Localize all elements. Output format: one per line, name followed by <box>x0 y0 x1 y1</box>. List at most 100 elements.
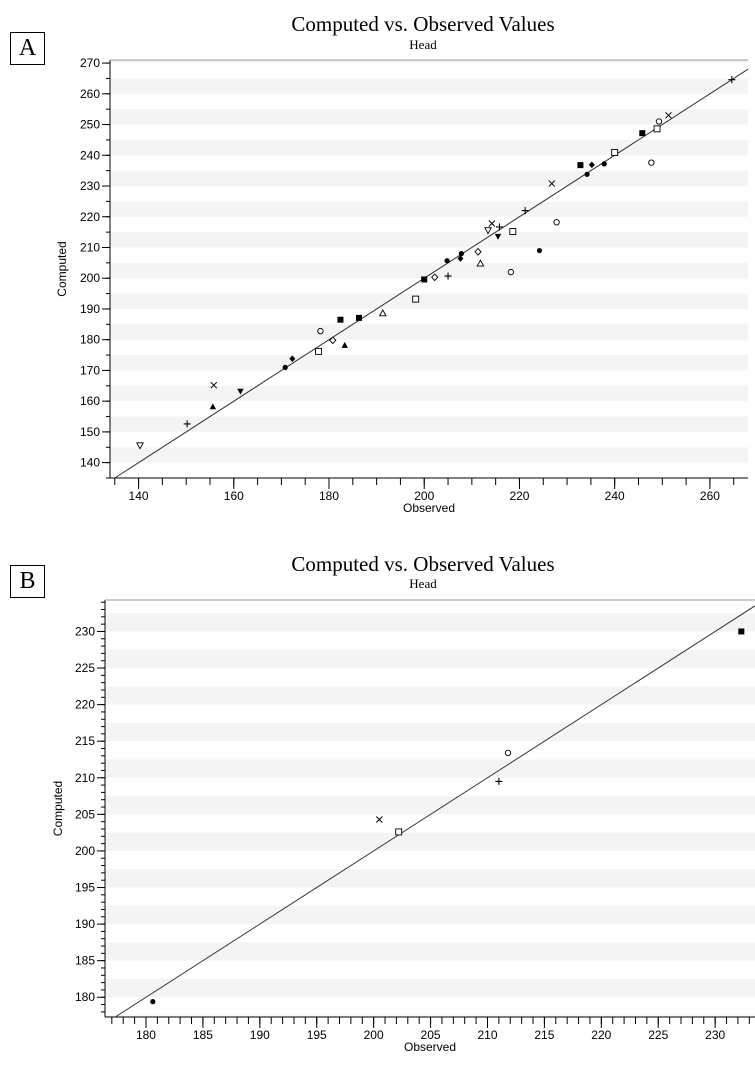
grid-band <box>105 942 755 961</box>
x-tick-label: 180 <box>319 489 339 503</box>
chart-title: Computed vs. Observed Values <box>291 552 555 576</box>
cross-marker <box>375 816 383 823</box>
x-tick-label: 140 <box>129 489 149 503</box>
triangle-up-filled-marker <box>341 341 348 348</box>
grid-band <box>110 201 748 217</box>
scatter-plot-b: 180 185 190 195 200 205 210 215 220 225 230 180 185 1… <box>51 599 755 1054</box>
diamond-filled-marker <box>289 355 296 363</box>
grid-band <box>110 109 748 125</box>
diamond-open-marker <box>474 247 482 256</box>
y-tick-label: 160 <box>80 394 100 408</box>
y-tick-label: 205 <box>75 807 95 821</box>
y-tick-label: 185 <box>75 954 95 968</box>
circle-filled-marker <box>282 364 288 370</box>
y-tick-label: 190 <box>80 302 100 316</box>
plus-marker <box>521 207 529 215</box>
circle-open-marker <box>507 268 515 276</box>
plus-marker <box>495 777 503 785</box>
grid-band <box>110 385 748 402</box>
x-tick-label: 200 <box>414 489 434 503</box>
chart-subtitle: Head <box>409 37 437 52</box>
grid-band <box>105 649 755 669</box>
grid-band <box>105 759 755 778</box>
cross-marker <box>488 220 496 227</box>
plus-marker <box>444 272 452 280</box>
square-filled-marker <box>639 130 646 137</box>
x-tick-label: 260 <box>700 489 720 503</box>
triangle-down-filled-marker <box>237 388 244 395</box>
diamond-open-marker <box>329 336 337 345</box>
circle-filled-marker <box>536 247 543 254</box>
x-tick-label: 200 <box>364 1028 384 1042</box>
x-tick-label: 220 <box>591 1028 611 1042</box>
x-tick-label: 210 <box>477 1028 497 1042</box>
panel-label: A <box>10 32 45 65</box>
y-tick-label: 210 <box>75 771 95 785</box>
chart-title: Computed vs. Observed Values <box>291 12 555 36</box>
scatter-plot-a: 140 160 180 200 220 240 260 140 150 160 170 180 190 2… <box>55 56 749 515</box>
y-tick-label: 225 <box>75 661 95 675</box>
circle-filled-marker <box>601 161 607 167</box>
x-axis-label: Observed <box>403 501 455 515</box>
grid-band <box>110 60 748 64</box>
x-tick-label: 240 <box>605 489 625 503</box>
cross-marker <box>548 180 556 187</box>
y-tick-label: 215 <box>75 734 95 748</box>
chart-subtitle: Head <box>409 576 437 591</box>
x-axis-label: Observed <box>404 1040 456 1054</box>
grid-band <box>110 416 748 432</box>
triangle-down-open-marker <box>484 227 492 235</box>
plus-marker <box>183 420 191 428</box>
triangle-up-filled-marker <box>209 403 217 410</box>
grid-band <box>105 1015 755 1017</box>
grid-band <box>105 832 755 851</box>
x-tick-label: 190 <box>250 1028 270 1042</box>
y-tick-label: 180 <box>75 990 95 1004</box>
grid-band <box>110 232 748 248</box>
grid-band <box>110 324 748 340</box>
grid-band <box>105 686 755 705</box>
x-tick-label: 215 <box>534 1028 554 1042</box>
y-tick-label: 240 <box>80 148 100 162</box>
square-filled-marker <box>738 628 745 635</box>
x-tick-label: 160 <box>224 489 244 503</box>
y-tick-label: 260 <box>80 87 100 101</box>
cross-marker <box>665 111 672 119</box>
square-open-marker <box>611 149 619 156</box>
y-tick-label: 140 <box>80 456 100 470</box>
y-axis-label: Computed <box>51 781 65 836</box>
square-open-marker <box>395 828 403 836</box>
triangle-up-open-marker <box>378 309 387 317</box>
y-tick-label: 210 <box>80 240 100 254</box>
one-to-one-line <box>114 605 755 1018</box>
data-points <box>150 628 745 1005</box>
y-tick-label: 170 <box>80 363 100 377</box>
y-tick-label: 190 <box>75 917 95 931</box>
y-tick-label: 180 <box>80 333 100 347</box>
square-filled-marker <box>356 314 363 321</box>
x-tick-label: 230 <box>705 1028 725 1042</box>
square-open-marker <box>412 295 420 303</box>
y-tick-label: 195 <box>75 881 95 895</box>
panel-b: B Computed vs. Observed Values Head 180 1… <box>0 545 755 1075</box>
circle-filled-marker <box>150 999 156 1005</box>
y-tick-label: 230 <box>75 624 95 638</box>
square-open-marker <box>315 347 322 355</box>
panel-label: B <box>10 565 45 598</box>
diamond-filled-marker <box>457 255 464 262</box>
grid-band <box>110 293 748 309</box>
diamond-open-marker <box>431 273 439 282</box>
circle-open-marker <box>504 749 512 757</box>
grid-band <box>110 78 748 94</box>
diamond-filled-marker <box>588 161 595 169</box>
circle-filled-marker <box>458 251 464 257</box>
square-filled-marker <box>577 162 584 169</box>
square-open-marker <box>653 125 661 133</box>
circle-open-marker <box>553 219 560 226</box>
y-tick-label: 250 <box>80 118 100 132</box>
y-tick-label: 150 <box>80 425 100 439</box>
circle-filled-marker <box>444 258 450 264</box>
panel-a: A Computed vs. Observed Values Head 140 1… <box>0 0 755 525</box>
grid-band <box>110 355 748 371</box>
y-tick-label: 220 <box>80 210 100 224</box>
